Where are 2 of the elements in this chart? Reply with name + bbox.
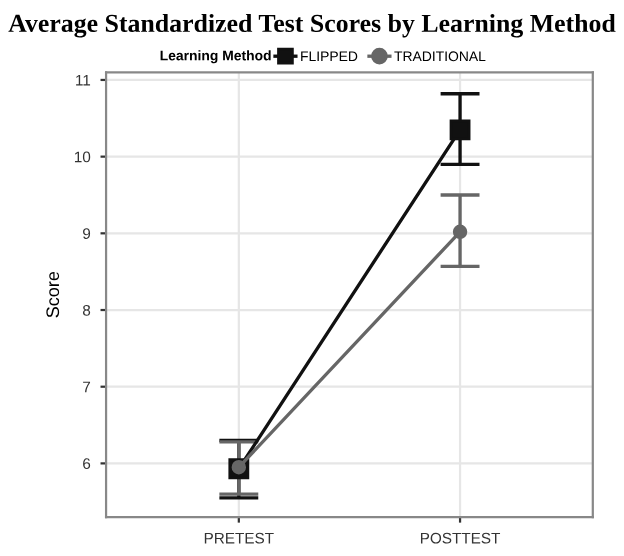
chart-title: Average Standardized Test Scores by Learning Method <box>8 13 616 38</box>
y-axis-title: Score <box>46 271 60 318</box>
